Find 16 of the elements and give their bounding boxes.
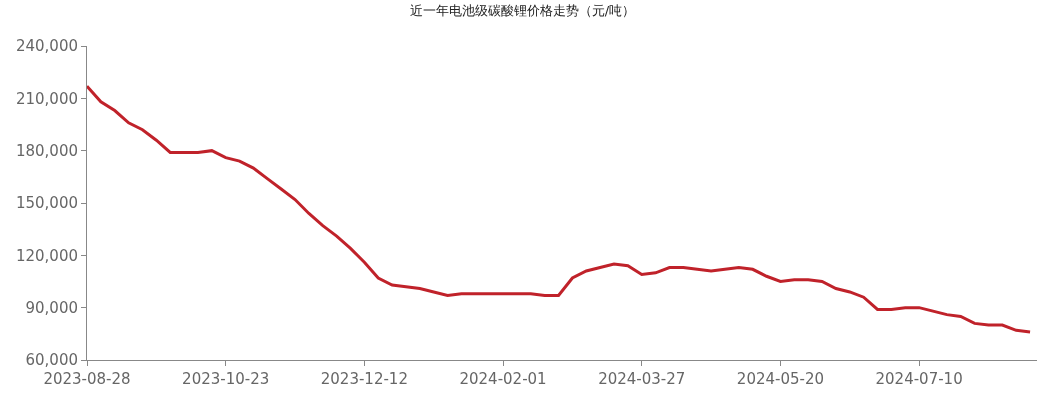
y-tick-label: 240,000 (15, 37, 78, 56)
line-series (87, 84, 1032, 334)
y-tick-label: 120,000 (15, 246, 78, 265)
x-tick-label: 2023-10-23 (182, 370, 270, 388)
y-tick-label: 150,000 (15, 194, 78, 213)
x-tick-label: 2023-08-28 (43, 370, 131, 388)
x-tick-label: 2023-12-12 (320, 370, 408, 388)
x-tick-label: 2024-03-27 (598, 370, 686, 388)
x-tick-label: 2024-05-20 (736, 370, 825, 388)
chart-title: 近一年电池级碳酸锂价格走势（元/吨） (409, 3, 636, 19)
x-tick-label: 2024-07-10 (875, 370, 963, 388)
y-tick-label: 210,000 (15, 89, 78, 108)
y-tick-label: 90,000 (25, 298, 78, 317)
y-tick-label: 180,000 (15, 141, 78, 160)
y-tick-label: 60,000 (25, 351, 78, 370)
x-tick-label: 2024-02-01 (459, 370, 547, 388)
